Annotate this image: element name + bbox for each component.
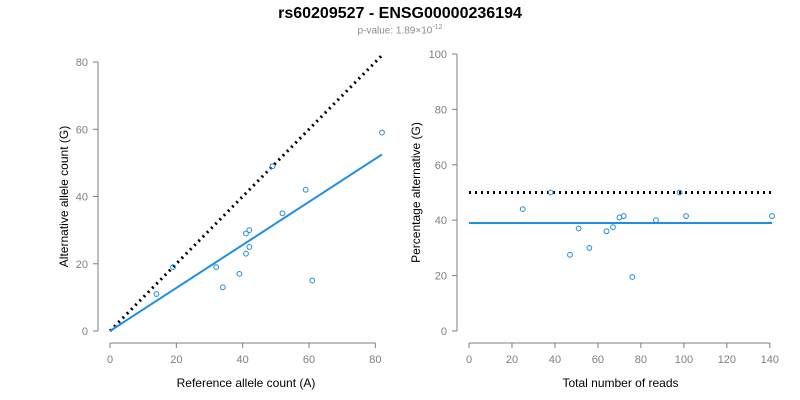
y-axis-title: Percentage alternative (G): [409, 122, 423, 263]
data-point: [567, 251, 573, 258]
x-tick-label: 80: [635, 354, 647, 366]
regression-fit-line: [109, 153, 383, 332]
data-point: [610, 224, 616, 231]
x-tick-label: 40: [549, 354, 561, 366]
y-tick-label: 0: [82, 326, 88, 338]
data-point: [246, 244, 253, 250]
data-point: [246, 227, 253, 234]
x-tick-label: 40: [237, 354, 249, 366]
y-tick-label: 100: [429, 49, 447, 61]
data-point: [676, 189, 683, 196]
p-value-exponent: -12: [432, 24, 443, 31]
y-tick-label: 80: [435, 104, 447, 116]
left-scatter-panel: 0 20 40 60 80 0 20 40 60 80 Reference allele count…: [57, 54, 385, 390]
y-axis-title: Alternative allele count (G): [57, 126, 71, 267]
y-tick-label: 20: [435, 271, 447, 283]
data-point: [683, 213, 689, 219]
x-axis-title: Reference allele count (A): [177, 376, 316, 390]
data-point: [170, 264, 176, 271]
data-point: [243, 230, 249, 237]
x-tick-label: 20: [170, 354, 182, 366]
data-point: [269, 163, 276, 170]
x-tick-label: 0: [107, 354, 113, 366]
data-point: [236, 270, 243, 277]
chart-subtitle: p-value: 1.89×10-12: [0, 24, 800, 36]
p-value-text: p-value: 1.89×10: [357, 25, 433, 37]
data-point: [519, 206, 526, 213]
x-tick-label: 60: [592, 354, 604, 366]
y-tick-label: 20: [76, 259, 88, 271]
x-tick-label: 100: [675, 354, 693, 366]
right-scatter-panel: 0 20 40 60 80 100 0 20 40 60 80 100 120 140 Total numb…: [409, 49, 779, 390]
y-tick-label: 60: [435, 160, 447, 172]
x-tick-label: 140: [761, 354, 779, 366]
data-point: [629, 274, 636, 280]
x-tick-label: 120: [718, 354, 736, 366]
y-tick-label: 40: [435, 215, 447, 227]
y-tick-label: 60: [76, 124, 88, 136]
data-point: [379, 129, 385, 136]
data-point: [153, 291, 160, 297]
y-tick-label: 80: [76, 57, 88, 69]
data-point: [279, 210, 286, 217]
data-point: [302, 186, 309, 193]
data-point: [219, 284, 226, 291]
data-point: [213, 264, 220, 271]
x-axis-title: Total number of reads: [562, 376, 678, 390]
data-point: [620, 213, 627, 219]
y-tick-label: 40: [76, 192, 88, 204]
x-tick-label: 0: [466, 354, 472, 366]
data-point: [243, 250, 249, 257]
chart-title: rs60209527 - ENSG00000236194: [278, 5, 522, 22]
x-tick-label: 20: [506, 354, 518, 366]
data-point: [603, 228, 610, 235]
data-point: [586, 245, 593, 251]
x-tick-label: 80: [369, 354, 381, 366]
data-point: [769, 213, 775, 219]
reference-dotted-line: [108, 54, 384, 333]
data-point: [547, 189, 554, 196]
data-point: [309, 277, 316, 284]
y-tick-label: 0: [441, 326, 447, 338]
data-point: [653, 217, 659, 224]
x-tick-label: 60: [303, 354, 315, 366]
data-point: [575, 225, 582, 232]
